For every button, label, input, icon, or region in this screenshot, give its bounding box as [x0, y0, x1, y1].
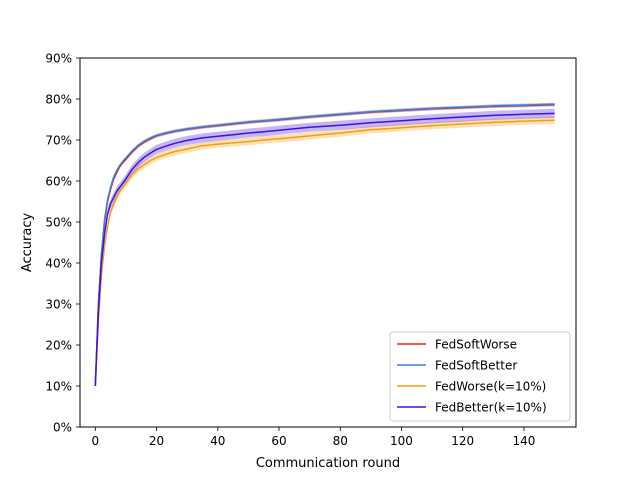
x-axis-label: Communication round [256, 456, 400, 471]
y-tick-label: 40% [45, 257, 72, 271]
y-tick-label: 60% [45, 175, 72, 189]
legend-label-1: FedSoftBetter [435, 359, 517, 373]
y-axis-ticks: 0% 10% 20% 30% 40% 50% 60% 70% 80% 90% [45, 52, 80, 435]
y-axis-label: Accuracy [20, 213, 35, 273]
series-line-1 [94, 103, 555, 387]
y-tick-label: 10% [45, 380, 72, 394]
x-tick-label: 80 [333, 434, 348, 448]
legend: FedSoftWorse FedSoftBetter FedWorse(k=10%)… [389, 331, 571, 422]
y-tick-label: 20% [45, 339, 72, 353]
x-tick-label: 60 [271, 434, 286, 448]
x-axis-ticks: 0 20 40 60 80 100 120 140 [91, 427, 535, 448]
series-line-2 [94, 119, 555, 387]
legend-label-3: FedBetter(k=10%) [435, 401, 547, 415]
plot-frame [79, 57, 577, 428]
x-tick-label: 100 [390, 434, 413, 448]
x-tick-label: 0 [91, 434, 99, 448]
legend-label-0: FedSoftWorse [435, 338, 517, 352]
x-tick-label: 40 [210, 434, 225, 448]
series-line-3 [94, 112, 555, 387]
y-tick-label: 80% [45, 93, 72, 107]
y-tick-label: 50% [45, 216, 72, 230]
legend-box [389, 331, 571, 422]
x-tick-label: 140 [512, 434, 535, 448]
x-tick-label: 120 [451, 434, 474, 448]
y-tick-label: 90% [45, 52, 72, 66]
y-tick-label: 70% [45, 134, 72, 148]
legend-label-2: FedWorse(k=10%) [435, 380, 546, 394]
x-tick-label: 20 [149, 434, 164, 448]
series-lines [94, 103, 555, 387]
y-tick-label: 30% [45, 298, 72, 312]
y-tick-label: 0% [53, 421, 72, 435]
